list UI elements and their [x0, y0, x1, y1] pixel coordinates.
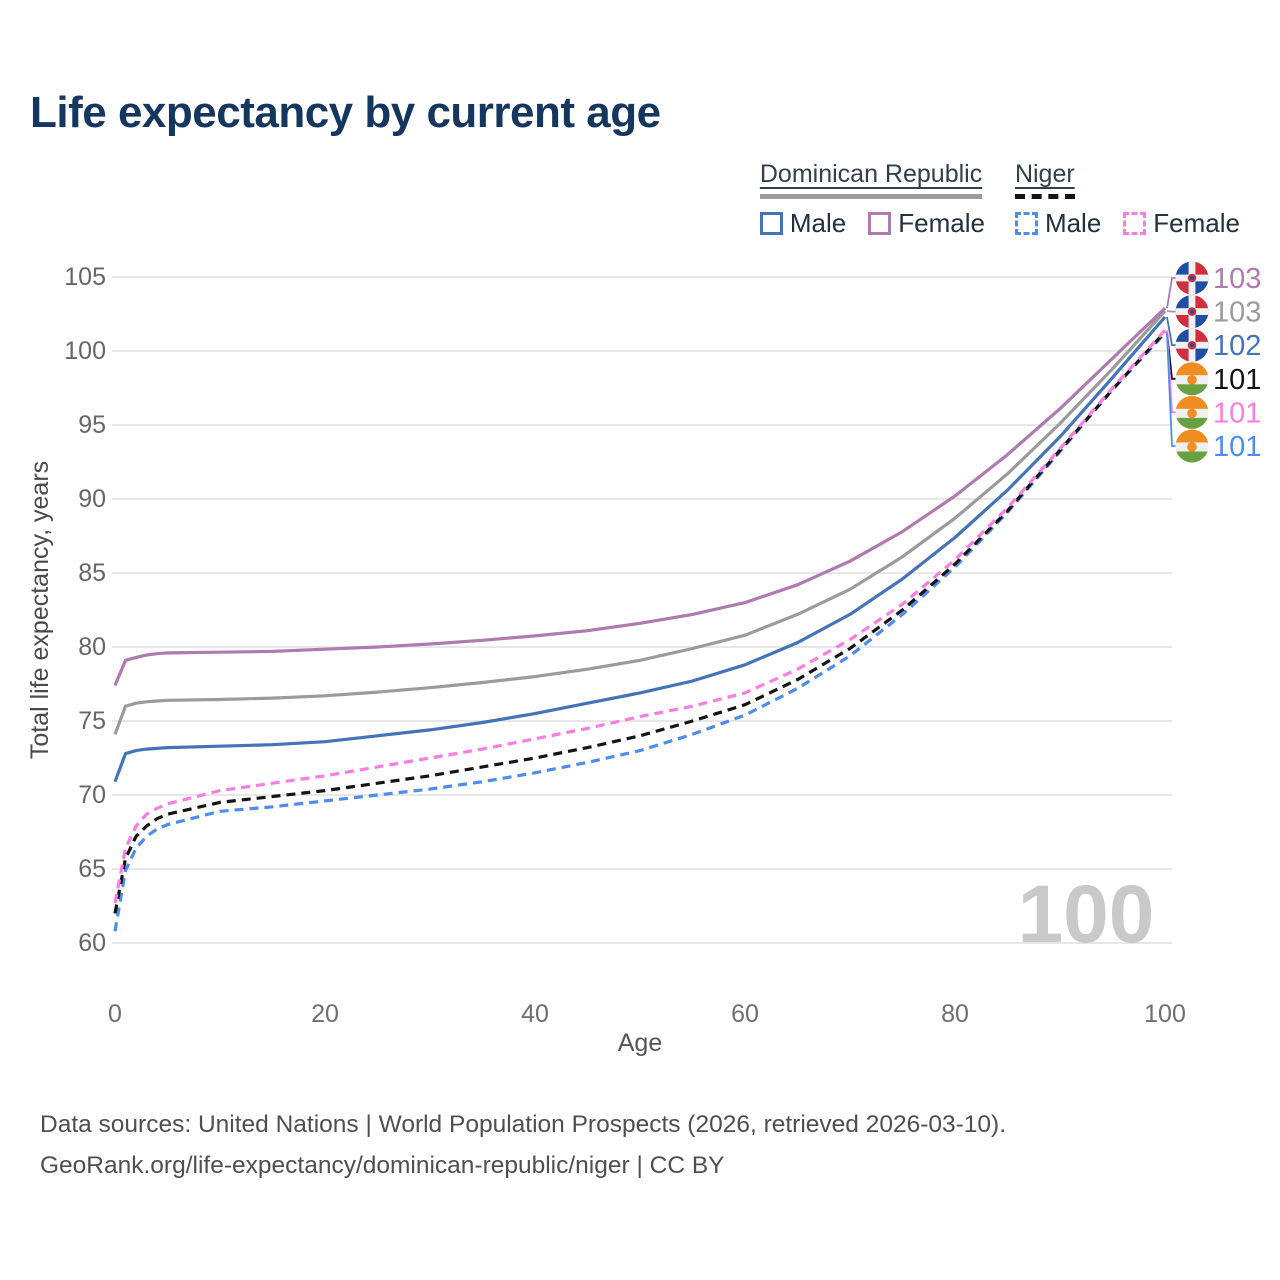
legend-label-niger-female: Female [1153, 208, 1240, 238]
series-line-niger-male[interactable] [113, 332, 1167, 932]
y-tick-label-70: 70 [78, 781, 106, 809]
flag-icon-niger [1175, 395, 1209, 429]
flag-icon-niger [1175, 429, 1209, 463]
series-line-niger-both-sexes[interactable] [113, 330, 1167, 914]
y-tick-label-105: 105 [64, 263, 106, 291]
y-tick-label-100: 100 [64, 337, 106, 365]
x-tick-label-40: 40 [521, 1000, 549, 1028]
y-axis-title: Total life expectancy, years [26, 461, 54, 759]
y-tick-label-90: 90 [78, 485, 106, 513]
legend-item-niger-female[interactable]: Female [1123, 208, 1240, 239]
x-tick-label-100: 100 [1144, 1000, 1186, 1028]
leader-line-dominican-republic-female [1166, 277, 1177, 309]
end-label-niger-female: 101 [1213, 397, 1261, 429]
flag-icon-dominican-republic [1175, 261, 1209, 295]
legend-group-niger: Niger Male Female [1014, 160, 1240, 239]
legend-label-dr-female: Female [898, 208, 985, 238]
leader-line-dominican-republic-male [1166, 316, 1177, 347]
x-tick-label-20: 20 [311, 1000, 339, 1028]
series-line-dominican-republic-both-sexes[interactable] [113, 309, 1167, 735]
dr-female-swatch-icon [868, 212, 892, 235]
legend-item-niger-male[interactable]: Male [1014, 208, 1102, 239]
y-tick-label-75: 75 [78, 707, 106, 735]
flag-icon-dominican-republic [1175, 295, 1209, 329]
x-tick-label-60: 60 [731, 1000, 759, 1028]
y-tick-label-85: 85 [78, 559, 106, 587]
legend-items-dominican-republic: Male Female [759, 208, 985, 239]
niger-female-swatch-icon [1123, 212, 1147, 235]
page-title: Life expectancy by current age [30, 88, 661, 137]
leader-line-dominican-republic-both-sexes [1166, 310, 1177, 313]
legend-item-dr-male[interactable]: Male [759, 208, 847, 239]
legend-item-dr-female[interactable]: Female [868, 208, 985, 239]
x-tick-label-80: 80 [941, 1000, 969, 1028]
flag-icon-dominican-republic [1175, 328, 1209, 362]
y-tick-label-60: 60 [78, 929, 106, 957]
footer-line2: GeoRank.org/life-expectancy/dominican-re… [40, 1152, 725, 1179]
legend-items-niger: Male Female [1014, 208, 1240, 239]
flag-icon-niger [1175, 362, 1209, 396]
legend-country-dominican-republic[interactable]: Dominican Republic [759, 160, 983, 199]
dr-male-swatch-icon [759, 212, 783, 235]
end-label-dominican-republic-female: 103 [1213, 263, 1261, 295]
legend-label-niger-male: Male [1044, 208, 1102, 238]
footer-line1: Data sources: United Nations | World Pop… [40, 1111, 1007, 1138]
end-label-dominican-republic-male: 102 [1213, 330, 1261, 362]
y-tick-label-65: 65 [78, 855, 106, 883]
niger-male-swatch-icon [1014, 212, 1038, 235]
x-axis-title: Age [618, 1029, 662, 1057]
legend-group-dominican-republic: Dominican Republic Male Female [759, 160, 985, 239]
y-tick-label-80: 80 [78, 633, 106, 661]
age-watermark: 100 [1018, 869, 1155, 960]
end-label-dominican-republic-both-sexes: 103 [1213, 297, 1261, 329]
end-label-niger-male: 101 [1213, 431, 1261, 463]
series-line-dominican-republic-female[interactable] [113, 306, 1167, 687]
legend-label-dr-male: Male [789, 208, 847, 238]
end-label-niger-both-sexes: 101 [1213, 364, 1261, 396]
x-tick-label-0: 0 [108, 1000, 122, 1028]
legend: Dominican Republic Male Female Niger Mal… [759, 160, 1240, 239]
series-line-dominican-republic-male[interactable] [113, 315, 1167, 783]
y-tick-label-95: 95 [78, 411, 106, 439]
legend-country-niger[interactable]: Niger [1014, 160, 1075, 199]
data-sources: Data sources: United Nations | World Pop… [40, 1104, 1006, 1186]
leader-line-niger-male [1166, 333, 1177, 447]
series-line-niger-female[interactable] [113, 329, 1167, 904]
